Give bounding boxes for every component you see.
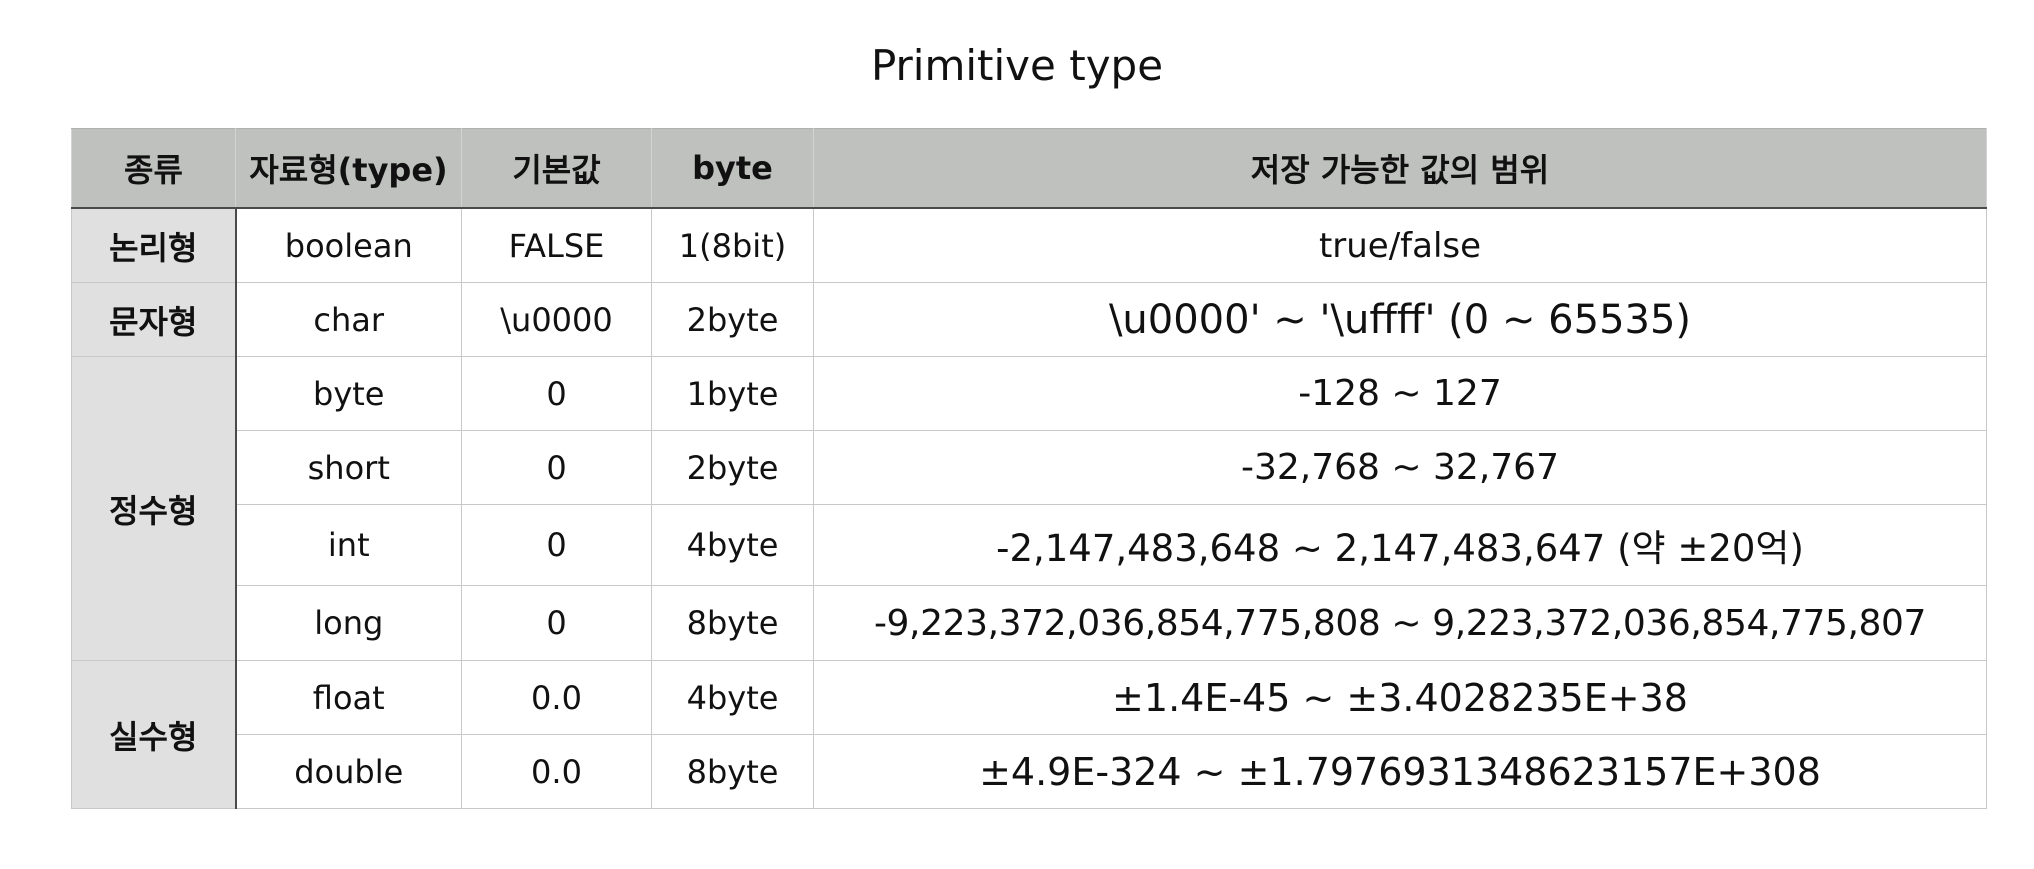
- default-cell: 0.0: [461, 660, 652, 735]
- range-cell: -9,223,372,036,854,775,808 ~ 9,223,372,0…: [813, 585, 1987, 661]
- range-cell: -2,147,483,648 ~ 2,147,483,647 (약 ±20억): [813, 504, 1987, 586]
- header-byte: byte: [651, 128, 814, 209]
- range-cell: ±1.4E-45 ~ ±3.4028235E+38: [813, 660, 1987, 735]
- default-cell: 0: [461, 430, 652, 505]
- byte-cell: 8byte: [651, 585, 814, 661]
- default-cell: 0: [461, 356, 652, 431]
- range-cell: ±4.9E-324 ~ ±1.7976931348623157E+308: [813, 734, 1987, 809]
- table-row: 논리형 boolean FALSE 1(8bit) true/false: [71, 207, 1987, 283]
- header-row: 종류 자료형(type) 기본값 byte 저장 가능한 값의 범위: [71, 128, 1987, 209]
- table-body: 논리형 boolean FALSE 1(8bit) true/false 문자형…: [71, 207, 1987, 809]
- table-row: short 0 2byte -32,768 ~ 32,767: [72, 430, 1987, 505]
- type-cell: long: [235, 585, 462, 661]
- kind-cell: 실수형: [71, 660, 237, 809]
- header-range: 저장 가능한 값의 범위: [813, 128, 1987, 209]
- byte-cell: 8byte: [651, 734, 814, 809]
- default-cell: 0.0: [461, 734, 652, 809]
- type-cell: boolean: [235, 207, 462, 283]
- byte-cell: 4byte: [651, 660, 814, 735]
- table-row: double 0.0 8byte ±4.9E-324 ~ ±1.79769313…: [72, 734, 1987, 809]
- byte-cell: 2byte: [651, 430, 814, 505]
- header-type: 자료형(type): [235, 128, 462, 209]
- range-cell: \u0000' ~ '\uffff' (0 ~ 65535): [813, 282, 1987, 357]
- table-row: 문자형 char \u0000 2byte \u0000' ~ '\uffff'…: [71, 282, 1987, 357]
- range-cell: -32,768 ~ 32,767: [813, 430, 1987, 505]
- table-row: 실수형 float 0.0 4byte ±1.4E-45 ~ ±3.402823…: [71, 660, 1987, 809]
- table-row: 정수형 byte 0 1byte -128 ~ 127: [71, 356, 1987, 661]
- type-cell: float: [235, 660, 462, 735]
- default-cell: 0: [461, 504, 652, 586]
- type-cell: int: [235, 504, 462, 586]
- default-cell: FALSE: [461, 207, 652, 283]
- type-cell: char: [235, 282, 462, 357]
- byte-cell: 1byte: [651, 356, 814, 431]
- byte-cell: 1(8bit): [651, 207, 814, 283]
- range-cell: -128 ~ 127: [813, 356, 1987, 431]
- range-cell: true/false: [813, 207, 1987, 283]
- byte-cell: 2byte: [651, 282, 814, 357]
- table-header: 종류 자료형(type) 기본값 byte 저장 가능한 값의 범위: [71, 128, 1987, 209]
- primitive-type-table: 종류 자료형(type) 기본값 byte 저장 가능한 값의 범위 논리형 b…: [71, 128, 1987, 809]
- default-cell: 0: [461, 585, 652, 661]
- default-cell: \u0000: [461, 282, 652, 357]
- type-cell: byte: [235, 356, 462, 431]
- kind-cell: 문자형: [71, 282, 237, 357]
- table-row: long 0 8byte -9,223,372,036,854,775,808 …: [72, 585, 1987, 661]
- byte-cell: 4byte: [651, 504, 814, 586]
- table-row: int 0 4byte -2,147,483,648 ~ 2,147,483,6…: [72, 504, 1987, 586]
- page-title: Primitive type: [870, 41, 1164, 90]
- type-cell: short: [235, 430, 462, 505]
- kind-cell: 정수형: [71, 356, 237, 661]
- header-default: 기본값: [461, 128, 652, 209]
- kind-cell: 논리형: [71, 207, 237, 283]
- type-cell: double: [235, 734, 462, 809]
- header-kind: 종류: [71, 128, 236, 209]
